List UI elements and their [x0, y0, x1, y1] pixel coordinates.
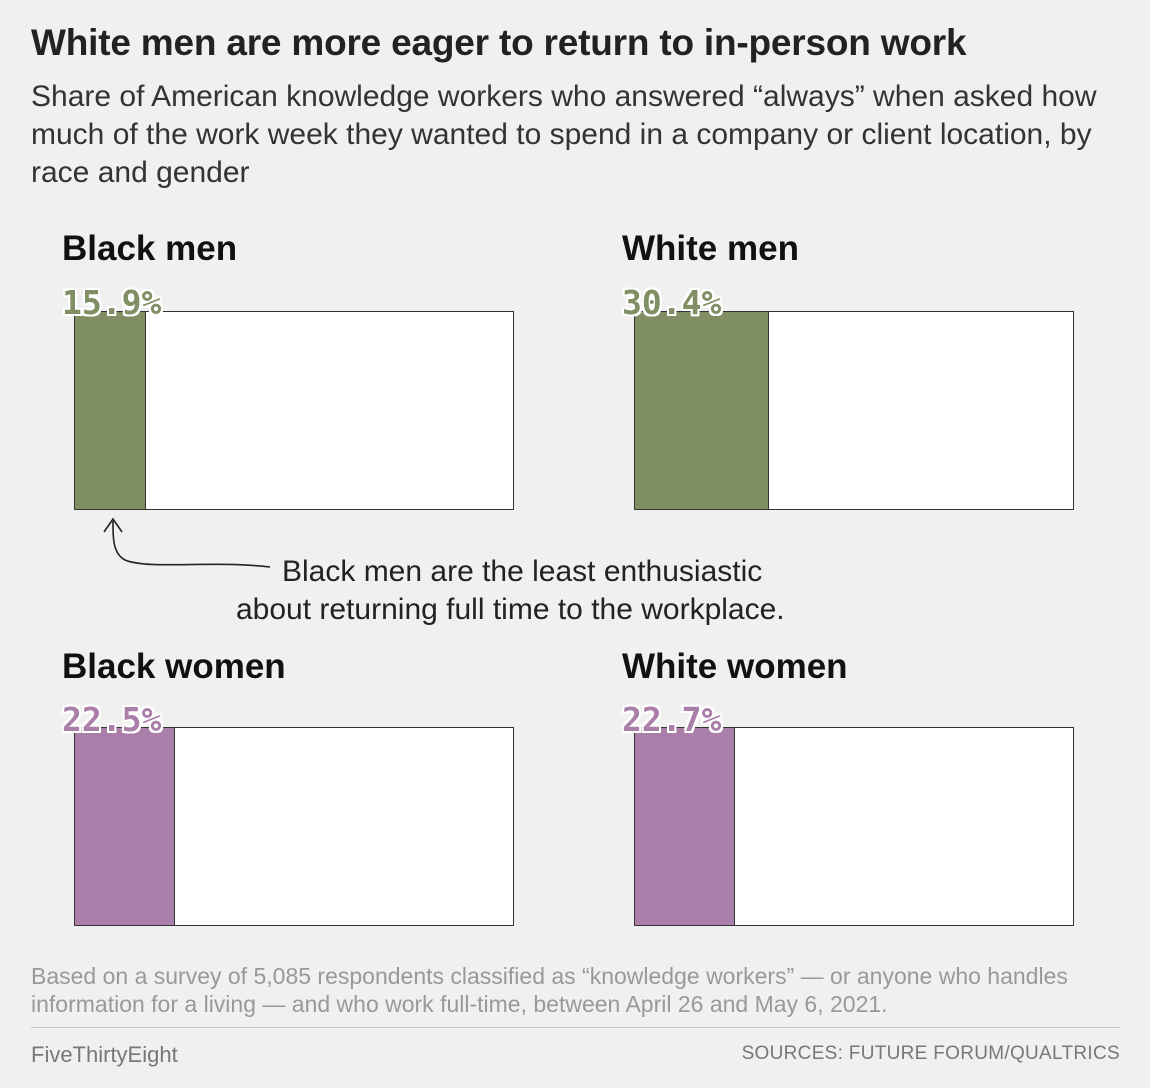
- panel-label-white-women: White women: [622, 647, 848, 686]
- bar-black-women: [75, 728, 175, 925]
- value-label-black-men: 15.9%: [62, 283, 162, 322]
- panel-label-black-women: Black women: [62, 647, 286, 686]
- panel-box-black-men: [74, 311, 514, 510]
- value-label-black-women: 22.5%: [62, 700, 162, 739]
- panel-box-white-men: [634, 311, 1074, 510]
- footer-divider: [31, 1027, 1120, 1028]
- panel-label-black-men: Black men: [62, 229, 238, 268]
- sources-credit: SOURCES: FUTURE FORUM/QUALTRICS: [741, 1043, 1120, 1064]
- brand-logo-text: FiveThirtyEight: [31, 1042, 178, 1067]
- chart-subtitle: Share of American knowledge workers who …: [31, 80, 1097, 189]
- value-label-white-men: 30.4%: [622, 283, 722, 322]
- chart-title: White men are more eager to return to in…: [31, 22, 967, 63]
- panel-label-white-men: White men: [622, 229, 799, 268]
- panel-box-black-women: [74, 727, 514, 926]
- bar-black-men: [75, 312, 146, 509]
- bar-white-women: [635, 728, 736, 925]
- panel-box-white-women: [634, 727, 1074, 926]
- annotation-text: Black men are the least enthusiastic abo…: [236, 553, 936, 629]
- annotation-line-2: about returning full time to the workpla…: [236, 593, 785, 626]
- value-label-white-women: 22.7%: [622, 700, 722, 739]
- bar-white-men: [635, 312, 770, 509]
- footnote: Based on a survey of 5,085 respondents c…: [31, 963, 1068, 1017]
- annotation-line-1: Black men are the least enthusiastic: [282, 555, 763, 588]
